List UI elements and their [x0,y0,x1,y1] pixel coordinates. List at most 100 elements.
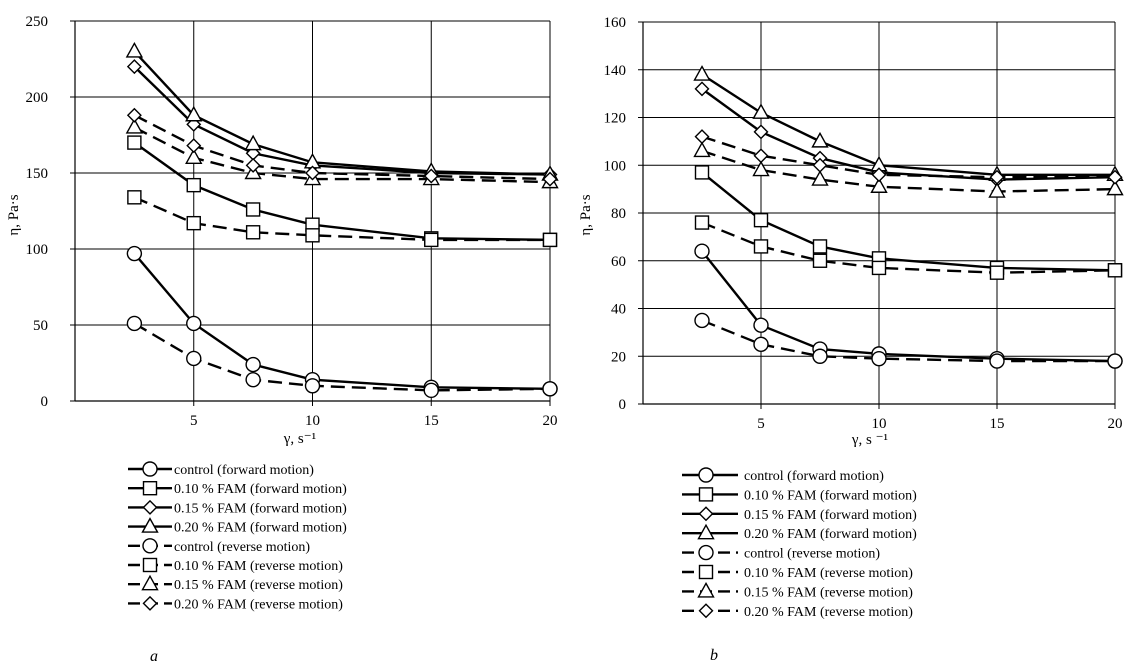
chart-panel-a: 0 50 100 150 200 250 5 10 15 20 η, Pa·s γ, s⁻¹ contr… [6,14,559,665]
legend-label-7: 0.20 % FAM (reverse motion) [174,597,343,612]
legend: control (forward motion) 0.10 % FAM (forw… [682,467,917,620]
legend-label-3: 0.20 % FAM (forward motion) [174,521,347,536]
y-tick-label: 50 [33,318,48,334]
data-point-4 [812,348,828,364]
legend-marker-6 [697,581,715,598]
legend-marker-4 [142,538,158,554]
legend-marker-0 [698,467,714,483]
legend-label-5: 0.10 % FAM (reverse motion) [174,559,343,574]
series-line-2 [701,87,1116,181]
series-line-7 [701,135,1115,179]
x-axis-label: γ, s⁻¹ [283,431,316,447]
data-point-2 [126,59,142,75]
y-axis-label: η, Pa·s [6,194,22,235]
data-point-0 [126,245,143,262]
data-point-5 [812,253,828,268]
x-tick-label: 10 [872,416,887,432]
y-tick-label: 140 [604,63,627,79]
legend-marker-7 [142,595,158,611]
data-point-0 [186,315,202,332]
series-line-6 [133,126,551,184]
legend-marker-2 [698,506,714,522]
data-point-7 [423,168,439,184]
x-tick-label: 5 [190,413,198,429]
series-line-1 [701,171,1116,272]
legend-label-2: 0.15 % FAM (forward motion) [744,508,917,523]
data-point-7 [245,157,261,173]
y-tick-label: 80 [611,206,626,222]
legend-marker-0 [142,461,158,477]
data-point-3 [811,131,829,148]
y-tick-label: 150 [26,166,49,182]
data-point-4 [753,336,769,353]
data-point-4 [542,381,558,397]
legend-label-4: control (reverse motion) [174,540,310,555]
data-point-7 [753,148,769,164]
data-point-5 [1107,263,1123,278]
y-tick-label: 100 [604,158,627,174]
panel-label: a [150,648,158,665]
legend-label-5: 0.10 % FAM (reverse motion) [744,566,913,581]
data-point-5 [753,239,769,254]
data-point-4 [423,382,439,399]
data-point-3 [244,134,262,151]
data-point-3 [752,103,770,119]
legend-label-3: 0.20 % FAM (forward motion) [744,527,917,542]
data-point-6 [693,141,711,158]
data-point-6 [988,182,1006,198]
y-tick-label: 250 [26,14,49,30]
data-point-6 [185,148,203,165]
legend-label-1: 0.10 % FAM (forward motion) [174,482,347,497]
x-tick-label: 15 [424,413,439,429]
data-point-7 [694,129,710,145]
data-point-1 [245,202,261,217]
data-point-6 [752,160,770,177]
data-point-5 [305,228,320,243]
data-point-4 [245,372,261,388]
data-point-7 [989,169,1005,185]
legend-label-0: control (forward motion) [744,469,884,484]
legend-marker-5 [698,564,714,580]
data-point-7 [1107,169,1123,185]
x-tick-label: 20 [543,413,558,429]
series-line-4 [701,319,1115,363]
data-point-4 [186,350,202,367]
data-point-1 [753,212,769,228]
y-tick-label: 0 [619,397,627,413]
data-point-4 [989,353,1005,369]
x-axis-label: γ, s ⁻¹ [851,432,888,448]
chart-panel-b: 0 20 40 60 80 100 120 140 160 5 10 15 20 η, Pa·s γ, s … [578,15,1124,664]
series-line-6 [701,149,1116,193]
data-point-7 [871,167,887,183]
data-point-4 [871,350,887,367]
series-line-5 [133,196,550,242]
x-tick-label: 5 [757,416,765,432]
y-tick-label: 60 [611,254,626,270]
y-tick-label: 40 [611,302,626,318]
legend: control (forward motion) 0.10 % FAM (forw… [128,461,347,612]
legend-label-2: 0.15 % FAM (forward motion) [174,501,347,516]
data-point-4 [304,378,321,394]
series-line-2 [133,65,551,176]
x-tick-label: 10 [305,413,320,429]
series-line-1 [133,141,551,242]
y-tick-label: 0 [41,394,49,410]
data-point-4 [694,312,710,329]
y-tick-label: 20 [611,349,626,365]
data-point-5 [871,260,887,276]
data-point-1 [127,135,142,150]
data-point-1 [812,239,828,254]
data-point-5 [245,225,261,240]
data-point-5 [127,190,142,205]
data-point-3 [185,105,203,122]
series-line-3 [701,73,1115,177]
legend-marker-3 [697,523,715,540]
data-point-0 [694,243,710,259]
legend-label-6: 0.15 % FAM (reverse motion) [744,585,913,600]
data-point-7 [305,165,320,181]
data-point-5 [186,215,201,231]
data-point-1 [694,165,710,180]
data-point-6 [870,177,888,193]
y-tick-label: 100 [26,242,49,258]
